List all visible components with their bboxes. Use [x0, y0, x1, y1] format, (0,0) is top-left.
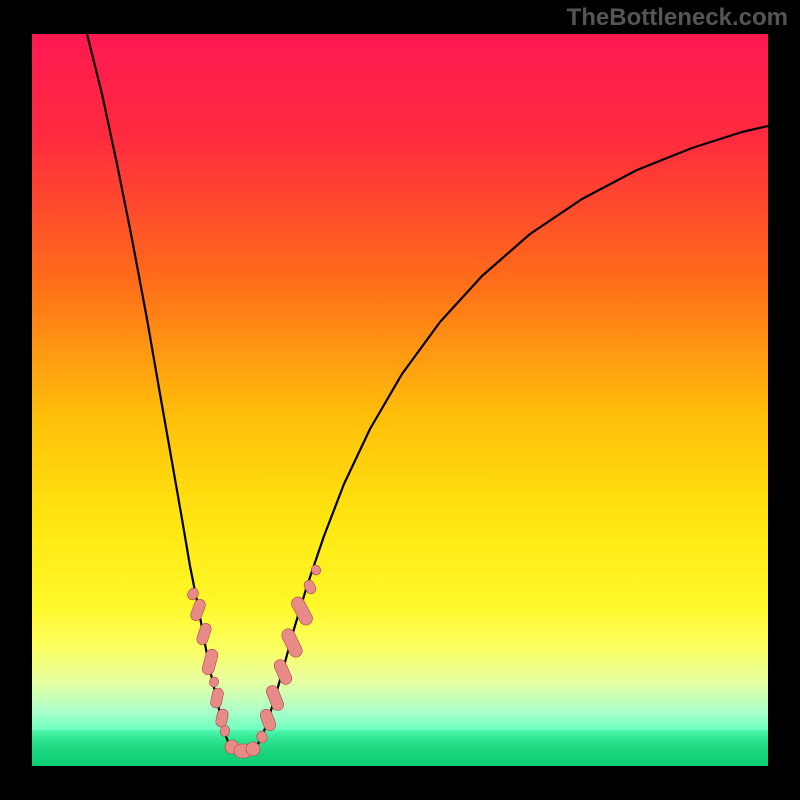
curve-layer — [32, 34, 768, 766]
marker-bead — [209, 676, 220, 687]
marker-bead — [265, 684, 286, 713]
marker-group — [186, 563, 323, 758]
marker-bead — [210, 687, 225, 709]
chart-root: TheBottleneck.com — [0, 0, 800, 800]
marker-bead — [272, 658, 294, 687]
plot-area — [32, 34, 768, 766]
marker-bead — [201, 648, 219, 676]
marker-bead — [255, 730, 269, 745]
marker-bead — [259, 708, 278, 733]
marker-bead — [280, 627, 305, 660]
bottleneck-curve — [87, 34, 768, 750]
marker-bead — [215, 708, 230, 728]
marker-bead — [246, 742, 260, 756]
marker-bead — [195, 622, 212, 646]
watermark-text: TheBottleneck.com — [567, 4, 788, 32]
marker-bead — [189, 598, 207, 622]
marker-bead — [289, 595, 315, 628]
